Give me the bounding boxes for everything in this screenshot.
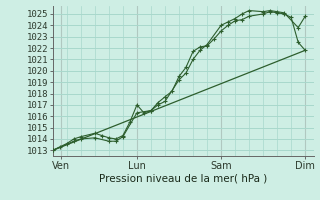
- X-axis label: Pression niveau de la mer( hPa ): Pression niveau de la mer( hPa ): [99, 174, 267, 184]
